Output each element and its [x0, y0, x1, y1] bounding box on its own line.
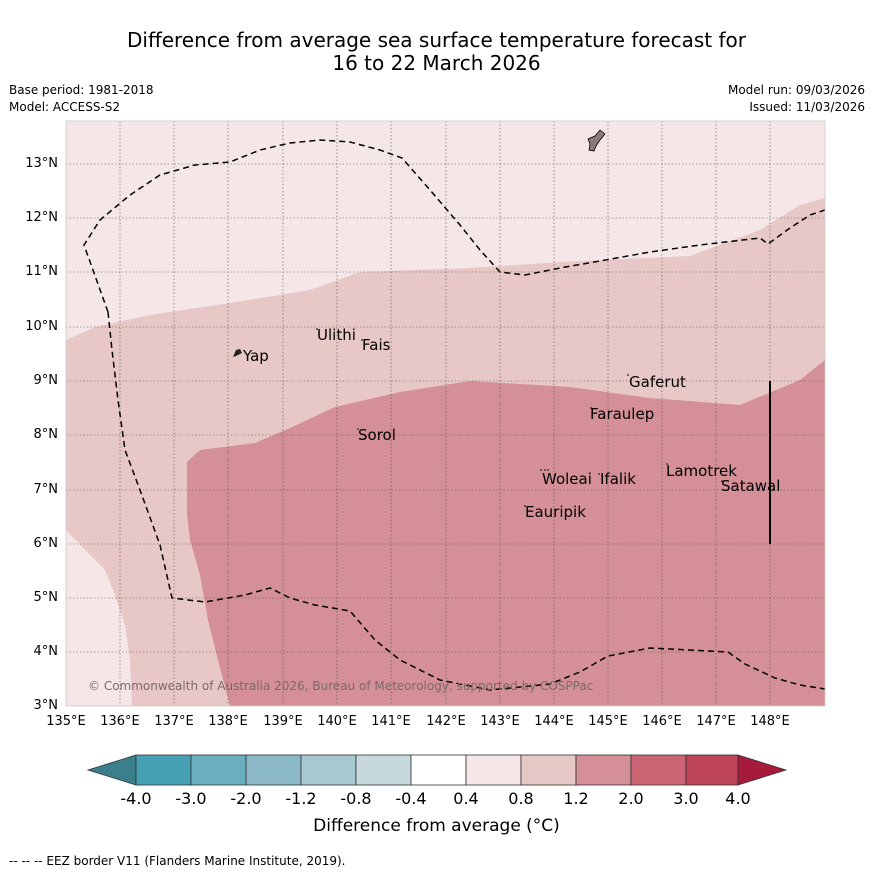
lon-label-146e: 146°E [642, 714, 682, 729]
colorbar-tick: 3.0 [673, 789, 699, 808]
place-label-sorol: Sorol [358, 426, 396, 444]
lat-label-11n: 11°N [25, 264, 58, 279]
colorbar-tick: 0.4 [453, 789, 479, 808]
colorbar-low-extend [86, 754, 137, 786]
colorbar-tick: -0.8 [340, 789, 372, 808]
colorbar-tick: -0.4 [395, 789, 427, 808]
colorbar-label: Difference from average (°C) [313, 816, 560, 836]
colorbar-tick: -2.0 [230, 789, 262, 808]
map-frame [65, 120, 826, 707]
guam-island [587, 129, 606, 152]
colorbar-segment [465, 754, 522, 786]
colorbar-segment [520, 754, 577, 786]
lat-label-10n: 10°N [25, 319, 58, 334]
lon-label-148e: 148°E [750, 714, 790, 729]
lat-label-6n: 6°N [33, 536, 59, 551]
place-label-fais: Fais [362, 336, 391, 354]
map-plot-area [66, 121, 825, 706]
lon-label-140e: 140°E [317, 714, 357, 729]
lon-label-138e: 138°E [208, 714, 248, 729]
colorbar-segment [135, 754, 192, 786]
base-period: Base period: 1981-2018 [9, 83, 154, 97]
lon-label-141e: 141°E [371, 714, 411, 729]
place-label-ulithi: Ulithi [317, 326, 356, 344]
eez-border-south [107, 311, 825, 691]
lat-label-3n: 3°N [33, 698, 59, 713]
place-label-gaferut: Gaferut [629, 373, 686, 391]
grid-lines [66, 121, 825, 706]
lat-label-5n: 5°N [33, 590, 59, 605]
eez-legend-footnote: -- -- -- EEZ border V11 (Flanders Marine… [9, 854, 346, 868]
lat-label-7n: 7°N [33, 482, 59, 497]
colorbar-segment [245, 754, 302, 786]
colorbar-tick: 1.2 [563, 789, 589, 808]
place-label-woleai: Woleai [542, 470, 592, 488]
lon-label-137e: 137°E [154, 714, 194, 729]
lat-label-9n: 9°N [33, 373, 59, 388]
title-line-1: Difference from average sea surface temp… [126, 28, 746, 52]
colorbar-tick: -1.2 [285, 789, 317, 808]
colorbar-tick: 2.0 [618, 789, 644, 808]
page-title: Difference from average sea surface temp… [0, 29, 873, 75]
lon-label-144e: 144°E [534, 714, 574, 729]
colorbar-segment [300, 754, 357, 786]
place-label-satawal: Satawal [721, 477, 781, 495]
model-run: Model run: 09/03/2026 [727, 83, 865, 97]
colorbar-segment [190, 754, 247, 786]
title-line-2: 16 to 22 March 2026 [332, 51, 541, 75]
lon-label-139e: 139°E [263, 714, 303, 729]
lon-label-142e: 142°E [426, 714, 466, 729]
lat-label-4n: 4°N [33, 644, 59, 659]
colorbar-segment [685, 754, 739, 786]
colorbar-tick: -4.0 [120, 789, 152, 808]
lon-label-135e: 135°E [46, 714, 86, 729]
lon-label-147e: 147°E [696, 714, 736, 729]
issued-date: Issued: 11/03/2026 [749, 100, 865, 114]
place-label-eauripik: Eauripik [525, 503, 586, 521]
lon-label-136e: 136°E [100, 714, 140, 729]
colorbar-tick: 0.8 [508, 789, 534, 808]
colorbar-segment [410, 754, 467, 786]
model-name: Model: ACCESS-S2 [9, 100, 121, 114]
colorbar-tick: -3.0 [175, 789, 207, 808]
colorbar-tick: 4.0 [725, 789, 751, 808]
yap-island [233, 349, 242, 357]
colorbar-high-extend [737, 754, 788, 786]
lat-label-12n: 12°N [25, 210, 58, 225]
lon-label-145e: 145°E [588, 714, 628, 729]
lat-label-8n: 8°N [33, 427, 59, 442]
place-label-faraulep: Faraulep [590, 405, 655, 423]
colorbar-segment [575, 754, 632, 786]
place-label-lamotrek: Lamotrek [666, 462, 737, 480]
place-label-ifalik: Ifalik [600, 470, 636, 488]
colorbar-segment [355, 754, 412, 786]
lon-label-143e: 143°E [480, 714, 520, 729]
colorbar [86, 754, 788, 786]
lat-label-13n: 13°N [25, 156, 58, 171]
anomaly-band-1-2-2-0 [187, 360, 825, 706]
colorbar-segment [630, 754, 687, 786]
atoll-markers [316, 328, 723, 507]
copyright-notice: © Commonwealth of Australia 2026, Bureau… [88, 679, 594, 693]
place-label-yap: Yap [243, 347, 269, 365]
